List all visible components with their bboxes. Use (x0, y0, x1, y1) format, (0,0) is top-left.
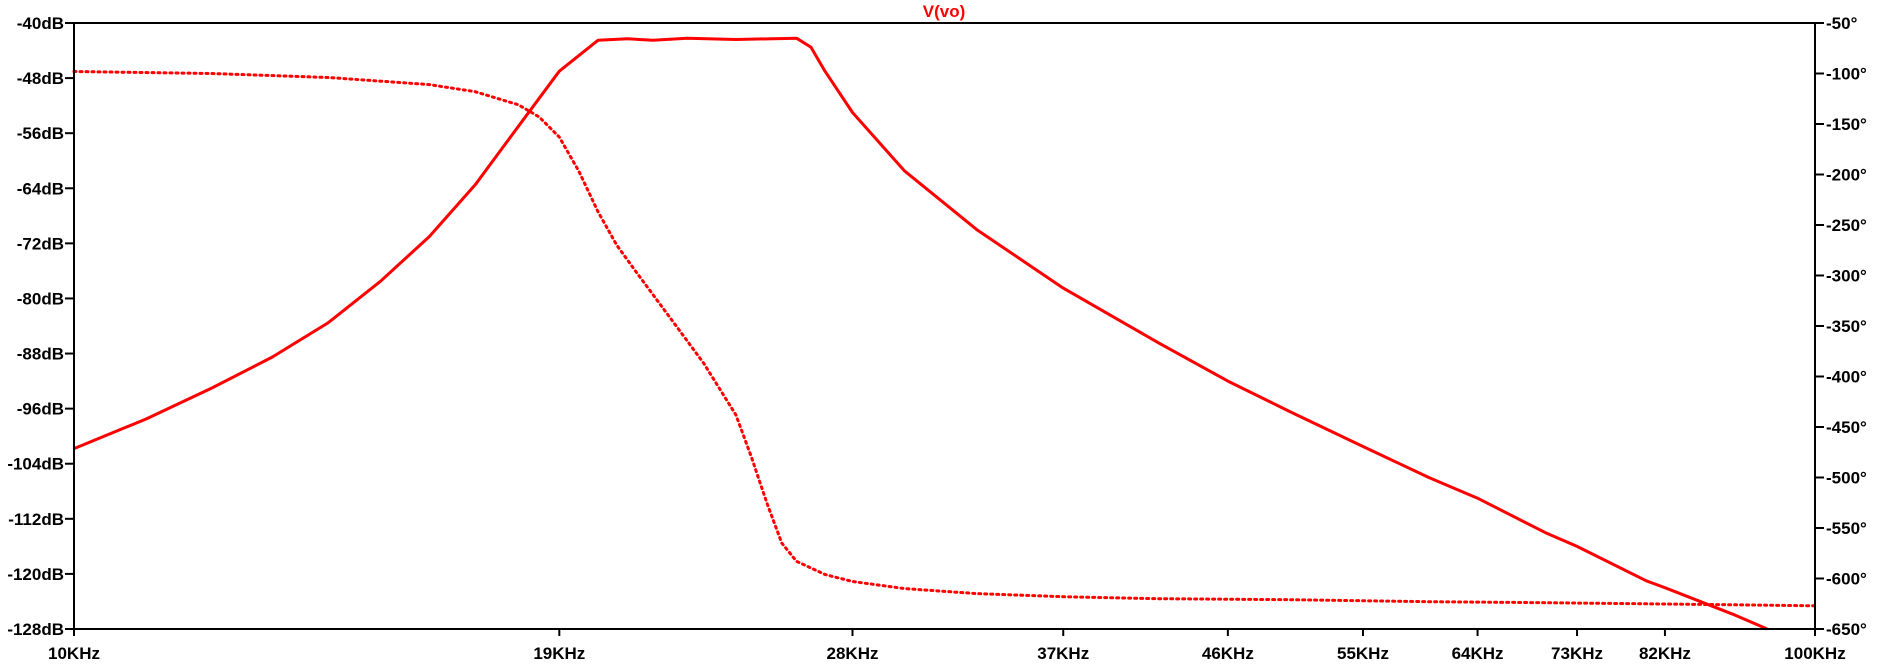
y-right-tick-label: -550° (1826, 519, 1867, 538)
y-right-tick-label: -50° (1826, 14, 1858, 33)
y-left-tick-label: -112dB (8, 510, 64, 529)
magnitude-trace (73, 36, 1768, 631)
traces (72, 36, 1817, 631)
y-right-tick-label: -450° (1826, 418, 1867, 437)
y-axis-magnitude: -40dB -48dB -56dB -64dB -72dB -80dB -88dB -96dB… (7, 14, 74, 639)
y-right-tick-label: -200° (1826, 166, 1867, 185)
chart-title: V(vo) (923, 2, 966, 21)
y-left-tick-label: -96dB (17, 400, 64, 419)
x-tick-label: 28KHz (827, 644, 879, 663)
x-tick-label: 37KHz (1037, 644, 1089, 663)
x-tick-label: 64KHz (1452, 644, 1504, 663)
y-right-tick-label: -400° (1826, 368, 1867, 387)
x-tick-label: 73KHz (1551, 644, 1603, 663)
y-left-tick-label: -128dB (7, 620, 64, 639)
y-left-tick-label: -80dB (17, 289, 64, 308)
y-left-tick-label: -88dB (17, 345, 64, 364)
x-tick-label: 100KHz (1784, 644, 1845, 663)
x-tick-label: 46KHz (1202, 644, 1254, 663)
y-right-tick-label: -150° (1826, 115, 1867, 134)
x-tick-label: 82KHz (1639, 644, 1691, 663)
y-right-tick-label: -350° (1826, 317, 1867, 336)
y-left-tick-label: -120dB (7, 565, 64, 584)
y-left-tick-label: -56dB (17, 124, 64, 143)
y-left-tick-label: -72dB (17, 234, 64, 253)
x-tick-label: 10KHz (48, 644, 100, 663)
y-right-tick-label: -650° (1826, 620, 1867, 639)
x-tick-label: 55KHz (1337, 644, 1389, 663)
y-left-tick-label: -40dB (17, 14, 64, 33)
x-axis: 10KHz 19KHz 28KHz 37KHz 46KHz 55KHz 64KHz 73KHz… (48, 629, 1846, 663)
y-right-tick-label: -250° (1826, 216, 1867, 235)
y-right-tick-label: -600° (1826, 570, 1867, 589)
y-right-tick-label: -500° (1826, 469, 1867, 488)
plot-frame (73, 22, 1816, 630)
phase-trace (72, 70, 1817, 608)
y-left-tick-label: -64dB (17, 179, 64, 198)
x-tick-label: 19KHz (533, 644, 585, 663)
y-left-tick-label: -48dB (17, 69, 64, 88)
y-left-tick-label: -104dB (7, 455, 64, 474)
y-right-tick-label: -100° (1826, 65, 1867, 84)
y-axis-phase: -50° -100° -150° -200° -250° -300° -350° -400° -… (1815, 14, 1867, 639)
y-right-tick-label: -300° (1826, 267, 1867, 286)
